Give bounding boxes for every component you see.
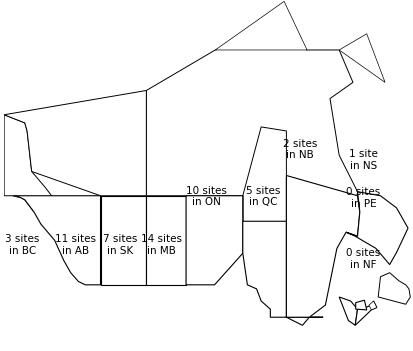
Polygon shape (215, 1, 306, 50)
Polygon shape (13, 196, 100, 285)
Text: 0 sites
in PE: 0 sites in PE (346, 187, 380, 209)
Polygon shape (338, 34, 384, 82)
Text: 10 sites
in ON: 10 sites in ON (185, 186, 226, 207)
Polygon shape (377, 273, 409, 304)
Polygon shape (355, 300, 366, 310)
Polygon shape (4, 115, 55, 212)
Polygon shape (345, 192, 407, 265)
Text: 0 sites
in NF: 0 sites in NF (346, 248, 380, 270)
Polygon shape (100, 196, 146, 285)
Text: 5 sites
in QC: 5 sites in QC (246, 186, 280, 207)
Text: 2 sites
in NB: 2 sites in NB (282, 139, 317, 160)
Polygon shape (146, 196, 185, 285)
Text: 1 site
in NS: 1 site in NS (348, 149, 377, 171)
Polygon shape (4, 91, 146, 196)
Polygon shape (242, 221, 322, 325)
Text: 14 sites
in MB: 14 sites in MB (140, 234, 181, 256)
Polygon shape (146, 34, 359, 236)
Polygon shape (354, 301, 376, 325)
Text: 7 sites
in SK: 7 sites in SK (103, 234, 138, 256)
Polygon shape (368, 301, 376, 310)
Text: 11 sites
in AB: 11 sites in AB (55, 234, 96, 256)
Polygon shape (185, 196, 242, 285)
Polygon shape (286, 176, 359, 317)
Polygon shape (338, 297, 357, 325)
Text: 3 sites
in BC: 3 sites in BC (5, 234, 40, 256)
